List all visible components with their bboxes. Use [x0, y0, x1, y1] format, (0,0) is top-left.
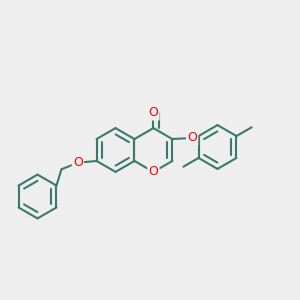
- Text: O: O: [148, 165, 158, 178]
- Text: O: O: [187, 131, 197, 145]
- Text: O: O: [148, 106, 158, 119]
- Text: O: O: [73, 156, 83, 169]
